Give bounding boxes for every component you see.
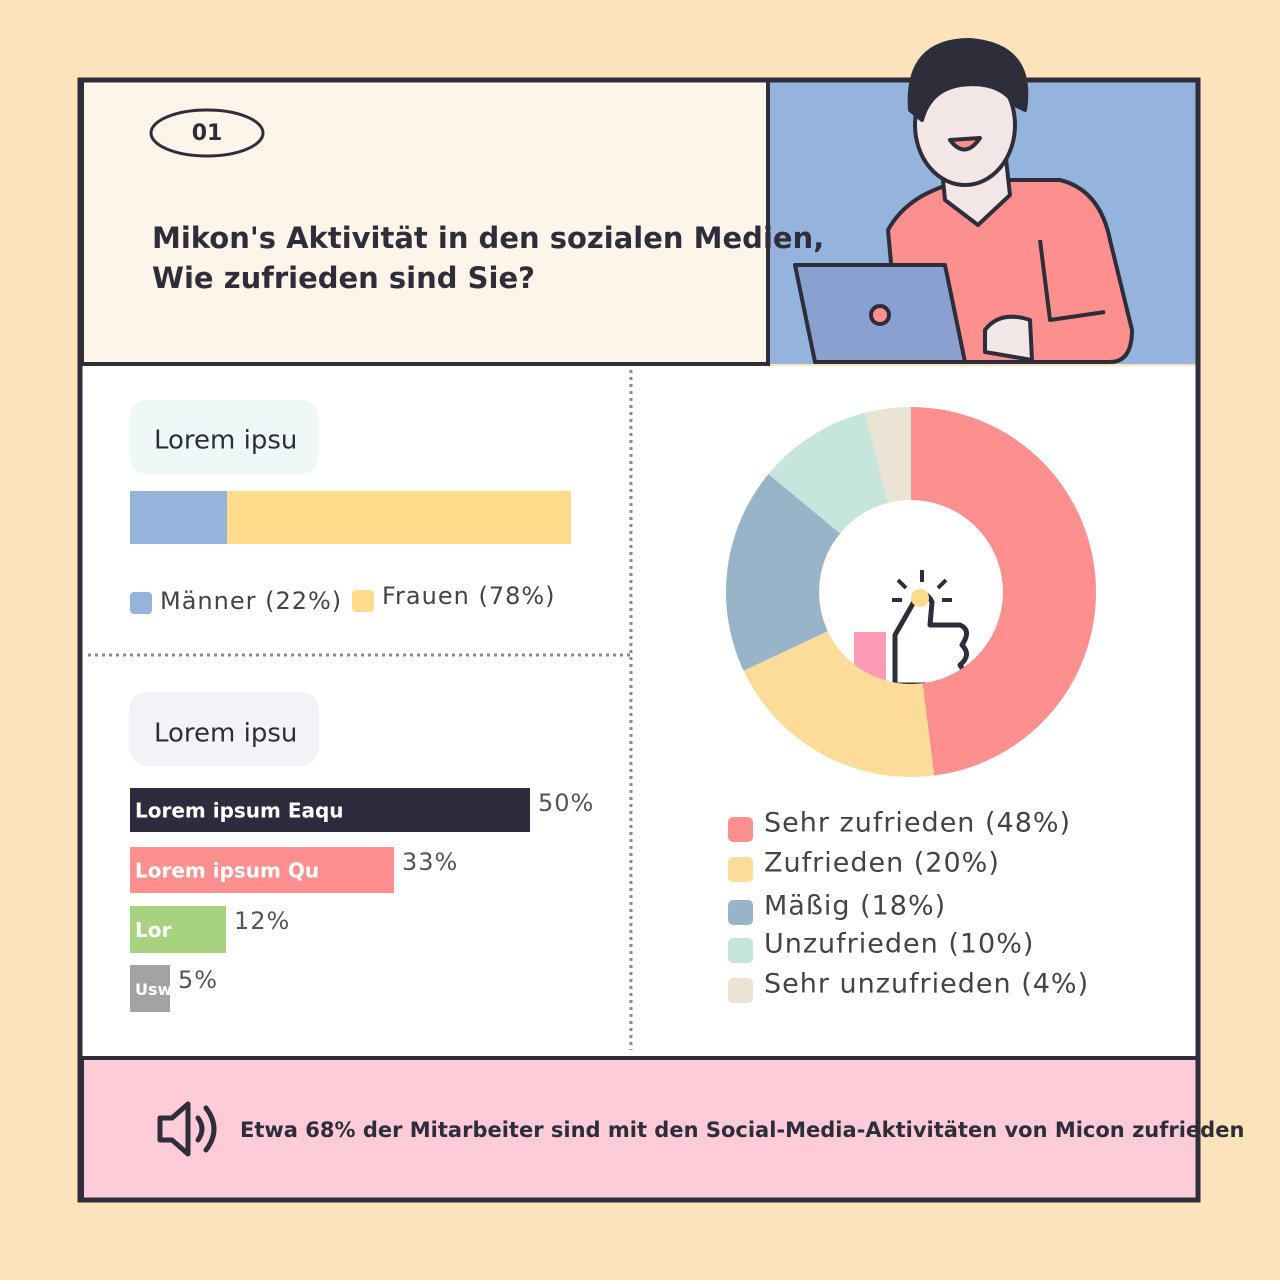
donut-slice [911,407,1096,776]
donut-slice [768,412,889,534]
bar-segment [227,491,571,544]
badge-number: 01 [192,121,223,146]
bar-segment [130,491,228,544]
legend-label: Sehr zufrieden (48%) [764,808,1071,839]
legend-label: Zufrieden (20%) [764,848,1000,879]
legend-label: Sehr unzufrieden (4%) [764,969,1089,1000]
value-label: 33% [402,848,458,876]
donut-slice [743,631,935,777]
value-label: 12% [234,907,290,935]
legend-swatch [352,590,374,612]
bar [130,788,530,832]
header-title: Mikon's Aktivität in den sozialen Medien… [152,221,824,255]
bar-label: Lor [135,918,171,942]
frame [77,77,1201,1203]
legend-swatch [728,900,753,925]
footer-text: Etwa 68% der Mitarbeiter sind mit den So… [240,1118,1244,1142]
bar [130,847,394,893]
legend-swatch [728,817,753,842]
speaker-icon [157,1101,217,1157]
badge [149,108,265,158]
donut-slice [726,474,841,671]
header-title: Wie zufrieden sind Sie? [152,261,535,295]
person-illustration [793,38,1134,364]
header-panel [80,78,770,366]
chart-title: Lorem ipsu [154,426,297,456]
bar-label: Lorem ipsum Qu [135,859,319,883]
value-label: 50% [538,789,594,817]
bar [130,906,226,953]
donut-slice [864,407,911,503]
legend-label: Frauen (78%) [382,582,556,610]
bar-label: Usw [135,980,173,999]
legend-swatch [728,978,753,1003]
title-pill [130,400,318,474]
legend-label: Unzufrieden (10%) [764,929,1034,960]
title-pill [130,692,318,766]
chart-title: Lorem ipsu [154,719,297,749]
legend-label: Männer (22%) [160,587,342,615]
bar-label: Lorem ipsum Eaqu [135,799,344,823]
value-label: 5% [178,966,218,994]
bar [130,965,170,1012]
legend-label: Mäßig (18%) [764,891,946,922]
legend-swatch [728,938,753,963]
legend-swatch [130,592,152,614]
legend-swatch [728,857,753,882]
